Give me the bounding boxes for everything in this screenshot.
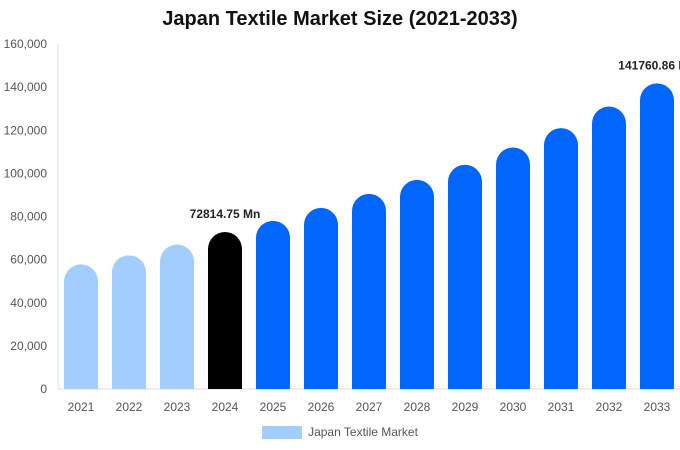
x-tick-label: 2028 xyxy=(404,400,431,414)
x-tick-label: 2026 xyxy=(308,400,335,414)
y-tick-label: 20,000 xyxy=(10,339,47,353)
x-tick-label: 2030 xyxy=(500,400,527,414)
x-tick-label: 2021 xyxy=(68,400,95,414)
y-tick-label: 60,000 xyxy=(10,253,47,267)
bar-2028[interactable] xyxy=(400,179,434,389)
x-tick-label: 2025 xyxy=(260,400,287,414)
bar-2025[interactable] xyxy=(256,220,290,389)
y-tick-label: 120,000 xyxy=(4,123,48,137)
bar-2021[interactable] xyxy=(64,264,98,389)
bar-2033[interactable] xyxy=(640,83,674,389)
bar-2032[interactable] xyxy=(592,106,626,389)
y-tick-label: 140,000 xyxy=(4,80,48,94)
bar-2026[interactable] xyxy=(304,207,338,389)
x-tick-label: 2024 xyxy=(212,400,239,414)
bar-2023[interactable] xyxy=(160,244,194,389)
bar-2031[interactable] xyxy=(544,128,578,389)
legend[interactable]: Japan Textile Market xyxy=(0,425,680,439)
data-label-2024: 72814.75 Mn xyxy=(190,207,261,221)
chart-title: Japan Textile Market Size (2021-2033) xyxy=(162,8,518,30)
x-tick-label: 2023 xyxy=(164,400,191,414)
bar-2029[interactable] xyxy=(448,164,482,389)
bar-2030[interactable] xyxy=(496,147,530,390)
x-tick-label: 2022 xyxy=(116,400,143,414)
bar-2024[interactable] xyxy=(208,231,242,389)
bar-2027[interactable] xyxy=(352,193,386,389)
y-tick-label: 100,000 xyxy=(4,166,48,180)
x-tick-label: 2032 xyxy=(596,400,623,414)
y-tick-label: 80,000 xyxy=(10,210,47,224)
y-tick-label: 40,000 xyxy=(10,296,47,310)
bar-2022[interactable] xyxy=(112,255,146,389)
legend-swatch xyxy=(262,425,303,439)
y-tick-label: 160,000 xyxy=(4,37,48,51)
data-label-2033: 141760.86 Mn xyxy=(618,58,680,72)
x-tick-label: 2029 xyxy=(452,400,479,414)
y-tick-label: 0 xyxy=(40,382,47,396)
x-tick-label: 2031 xyxy=(548,400,575,414)
x-tick-label: 2027 xyxy=(356,400,383,414)
legend-label: Japan Textile Market xyxy=(308,425,418,439)
x-tick-label: 2033 xyxy=(644,400,671,414)
